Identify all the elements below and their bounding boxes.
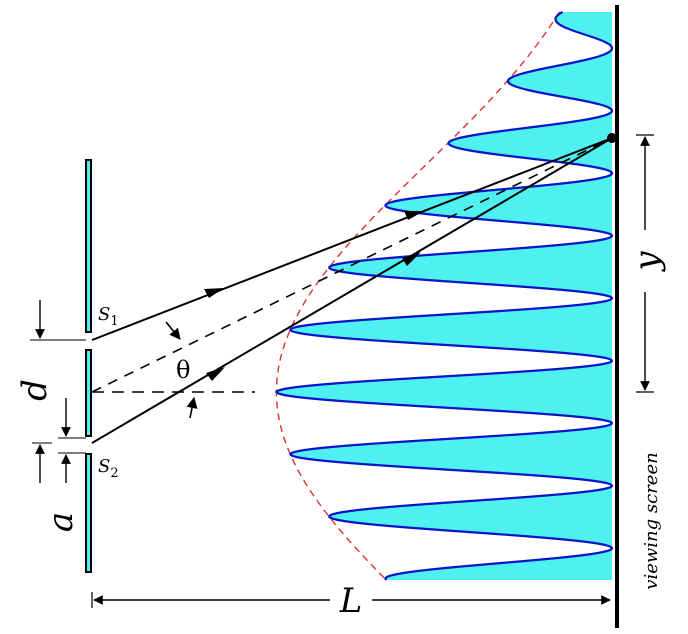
barrier-bottom xyxy=(85,453,92,573)
label-l: L xyxy=(339,581,363,621)
interference-pattern-curve xyxy=(274,11,614,581)
label-a: a xyxy=(41,512,81,532)
theta-mark-lower xyxy=(186,396,198,419)
ray-s1 xyxy=(91,137,613,341)
ray-s2-arrow-1 xyxy=(206,367,225,381)
point-on-screen xyxy=(607,133,617,143)
barrier-top xyxy=(85,159,92,333)
theta-mark-upper xyxy=(165,321,181,340)
label-s1: S1 xyxy=(98,304,119,329)
label-s2: S2 xyxy=(98,456,119,481)
ray-center-dashed xyxy=(91,137,613,393)
interference-pattern-fill xyxy=(276,12,612,580)
barrier-middle xyxy=(85,349,92,437)
label-d: d xyxy=(15,379,55,401)
ray-s1-arrow-1 xyxy=(204,288,224,298)
ray-s2-arrow-2 xyxy=(402,252,421,266)
ray-s1-arrow-2 xyxy=(404,211,424,220)
label-theta: θ xyxy=(176,356,190,384)
label-viewing-screen: viewing screen xyxy=(641,452,662,589)
diffraction-envelope xyxy=(275,11,560,581)
label-y: y xyxy=(627,251,667,273)
